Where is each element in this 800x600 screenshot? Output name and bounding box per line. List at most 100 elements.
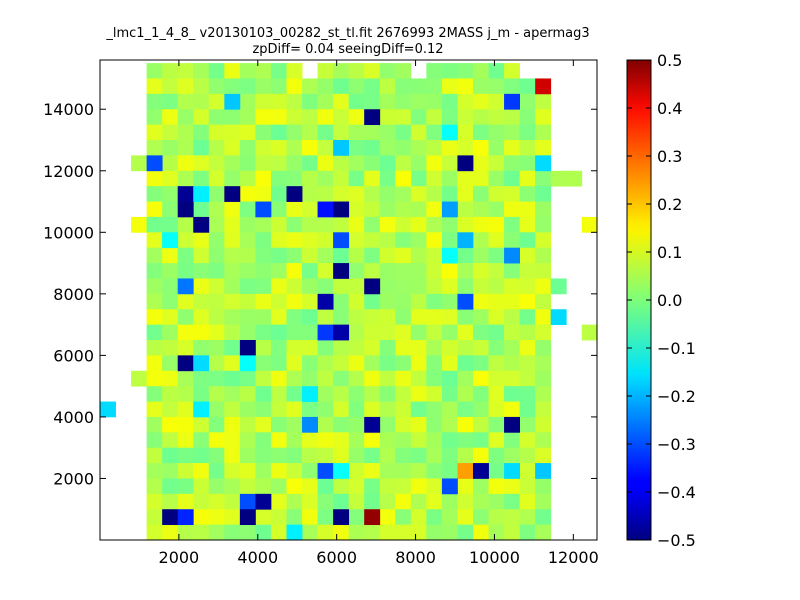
heatmap-cell (162, 278, 179, 295)
heatmap-cell (472, 463, 489, 479)
heatmap-cell (162, 124, 179, 141)
heatmap-cell (441, 109, 458, 126)
heatmap-cell (162, 216, 179, 233)
heatmap-cell (504, 509, 521, 526)
colorbar-tick-label: 0.2 (657, 195, 682, 214)
heatmap-cell (333, 78, 350, 95)
heatmap-cell (224, 293, 241, 310)
heatmap-cell (286, 340, 303, 356)
heatmap-cell (535, 509, 552, 526)
heatmap-cell (302, 232, 318, 249)
heatmap-cell (255, 463, 272, 479)
heatmap-cell (426, 416, 443, 433)
heatmap-cell (146, 370, 163, 387)
heatmap-cell (457, 124, 474, 141)
heatmap-cell (270, 293, 287, 310)
heatmap-cell (270, 109, 287, 126)
heatmap-cell (504, 416, 521, 433)
heatmap-cell (270, 78, 287, 95)
heatmap-cell (348, 370, 365, 387)
heatmap-cell (488, 386, 505, 402)
heatmap-cell (333, 247, 350, 264)
heatmap-cell (333, 524, 350, 541)
heatmap-cell (519, 509, 536, 526)
heatmap-cell (162, 186, 179, 202)
heatmap-cell (317, 524, 334, 541)
heatmap-cell (146, 463, 163, 479)
heatmap-cell (504, 478, 521, 495)
heatmap-cell (302, 170, 318, 187)
heatmap-cell (162, 493, 179, 510)
heatmap-cell (472, 186, 489, 202)
heatmap-cell (519, 278, 536, 295)
heatmap-cell (410, 232, 427, 249)
heatmap-cell (426, 140, 443, 156)
heatmap-cell (162, 416, 179, 433)
heatmap-cell (441, 278, 458, 295)
heatmap-cell (519, 324, 536, 341)
heatmap-cell (472, 124, 489, 141)
heatmap-cell (441, 93, 458, 110)
heatmap-cell (239, 324, 256, 341)
heatmap-cell (441, 78, 458, 95)
heatmap-cell (302, 401, 318, 418)
heatmap-cell (441, 324, 458, 341)
heatmap-cell (426, 78, 443, 95)
heatmap-cell (224, 463, 241, 479)
heatmap-cell (348, 355, 365, 372)
heatmap-cell (410, 155, 427, 172)
heatmap-cell (348, 293, 365, 310)
heatmap-cell (177, 186, 194, 202)
heatmap-cell (255, 355, 272, 372)
heatmap-cell (286, 247, 303, 264)
heatmap-cell (410, 340, 427, 356)
heatmap-cell (333, 509, 350, 526)
heatmap-cell (504, 247, 521, 264)
heatmap-cell (457, 93, 474, 110)
heatmap-cell (208, 232, 225, 249)
heatmap-cell (410, 324, 427, 341)
heatmap-cell (488, 170, 505, 187)
y-tick-label: 12000 (43, 162, 94, 181)
heatmap-cell (162, 447, 179, 464)
heatmap-cell (441, 263, 458, 279)
heatmap-cell (193, 140, 210, 156)
heatmap-cell (286, 109, 303, 126)
heatmap-cell (208, 78, 225, 95)
heatmap-cell (364, 509, 381, 526)
heatmap-cell (535, 170, 552, 187)
heatmap-cell (519, 140, 536, 156)
y-tick-label: 2000 (53, 469, 94, 488)
heatmap-cell (379, 324, 396, 341)
heatmap-cell (395, 109, 412, 126)
heatmap-cell (379, 109, 396, 126)
heatmap-cell (504, 232, 521, 249)
heatmap-cell (364, 355, 381, 372)
heatmap-cell (488, 124, 505, 141)
heatmap-cell (270, 93, 287, 110)
heatmap-cell (364, 263, 381, 279)
heatmap-cell (317, 401, 334, 418)
heatmap-cell (224, 386, 241, 402)
heatmap-cell (395, 309, 412, 326)
heatmap-cell (255, 109, 272, 126)
heatmap-cell (457, 493, 474, 510)
heatmap-cell (239, 478, 256, 495)
heatmap-cell (162, 109, 179, 126)
heatmap-cell (286, 524, 303, 541)
heatmap-cell (146, 263, 163, 279)
heatmap-cell (270, 432, 287, 449)
heatmap-cell (410, 509, 427, 526)
heatmap-cell (395, 447, 412, 464)
heatmap-cell (519, 386, 536, 402)
heatmap-cell (457, 401, 474, 418)
heatmap-cell (472, 370, 489, 387)
heatmap-cell (255, 401, 272, 418)
heatmap-cell (162, 232, 179, 249)
heatmap-cell (162, 140, 179, 156)
heatmap-cell (472, 401, 489, 418)
heatmap-cell (426, 401, 443, 418)
heatmap-cell (535, 263, 552, 279)
heatmap-cell (535, 416, 552, 433)
